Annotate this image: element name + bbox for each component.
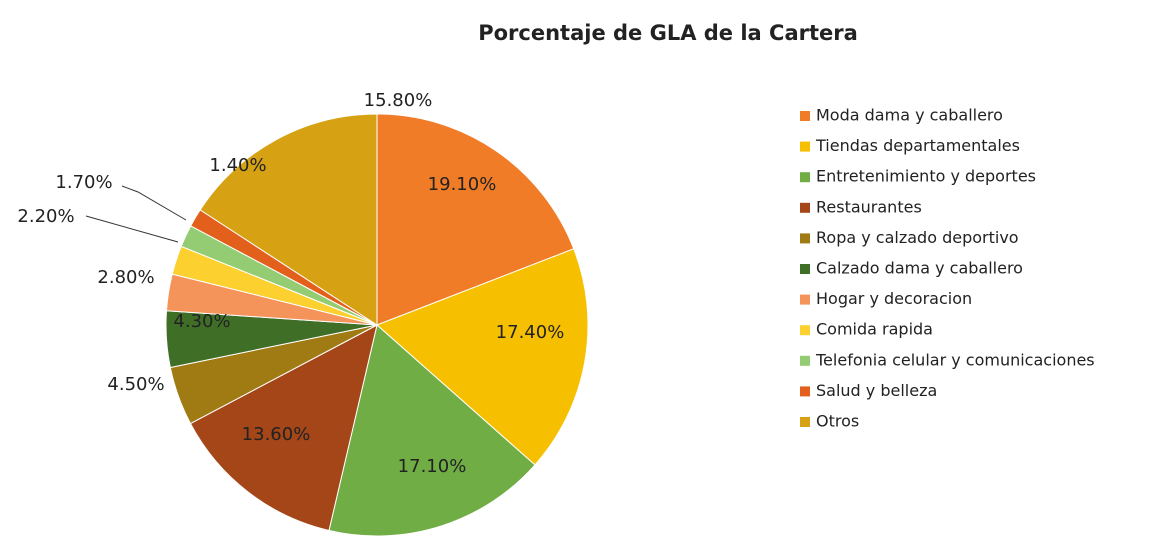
pie-slice	[328, 324, 536, 537]
legend-label: Entretenimiento y deportes	[816, 167, 1036, 186]
data-label: 1.40%	[209, 155, 266, 176]
legend-label: Moda dama y caballero	[816, 106, 1003, 125]
legend-label: Tiendas departamentales	[815, 136, 1020, 155]
leader-line	[121, 185, 187, 221]
legend-label: Comida rapida	[816, 320, 933, 339]
data-label: 19.10%	[428, 174, 497, 195]
pie-slice	[199, 113, 378, 326]
legend-label: Hogar y decoracion	[816, 289, 972, 308]
legend-label: Otros	[816, 412, 859, 431]
legend-swatch	[800, 264, 810, 274]
pie-slice	[376, 113, 575, 326]
legend-swatch	[800, 355, 810, 366]
data-label: 17.10%	[398, 456, 467, 477]
legend-swatch	[800, 172, 810, 183]
data-label: 2.20%	[17, 206, 74, 227]
chart-title: Porcentaje de GLA de la Cartera	[478, 21, 858, 45]
legend-label: Calzado dama y caballero	[816, 259, 1023, 278]
legend-label: Ropa y calzado deportivo	[816, 228, 1019, 247]
data-label: 4.30%	[173, 311, 230, 332]
data-label: 1.70%	[55, 172, 112, 193]
data-label: 17.40%	[496, 322, 565, 343]
data-label: 2.80%	[97, 267, 154, 288]
legend-swatch	[800, 417, 810, 427]
leader-line	[85, 215, 179, 243]
pie-slice	[376, 248, 589, 466]
data-label: 15.80%	[364, 90, 433, 111]
data-label: 13.60%	[242, 424, 311, 445]
legend-swatch	[800, 325, 810, 336]
legend-swatch	[800, 386, 810, 397]
legend-label: Telefonia celular y comunicaciones	[815, 350, 1095, 369]
legend-swatch	[800, 141, 810, 152]
pie-slice	[189, 324, 378, 532]
legend-swatch	[800, 202, 810, 213]
legend-label: Salud y belleza	[816, 381, 937, 400]
legend-swatch	[800, 233, 810, 244]
legend-swatch	[800, 111, 810, 121]
legend-label: Restaurantes	[816, 197, 922, 216]
legend-swatch	[800, 294, 810, 305]
data-label: 4.50%	[107, 374, 164, 395]
